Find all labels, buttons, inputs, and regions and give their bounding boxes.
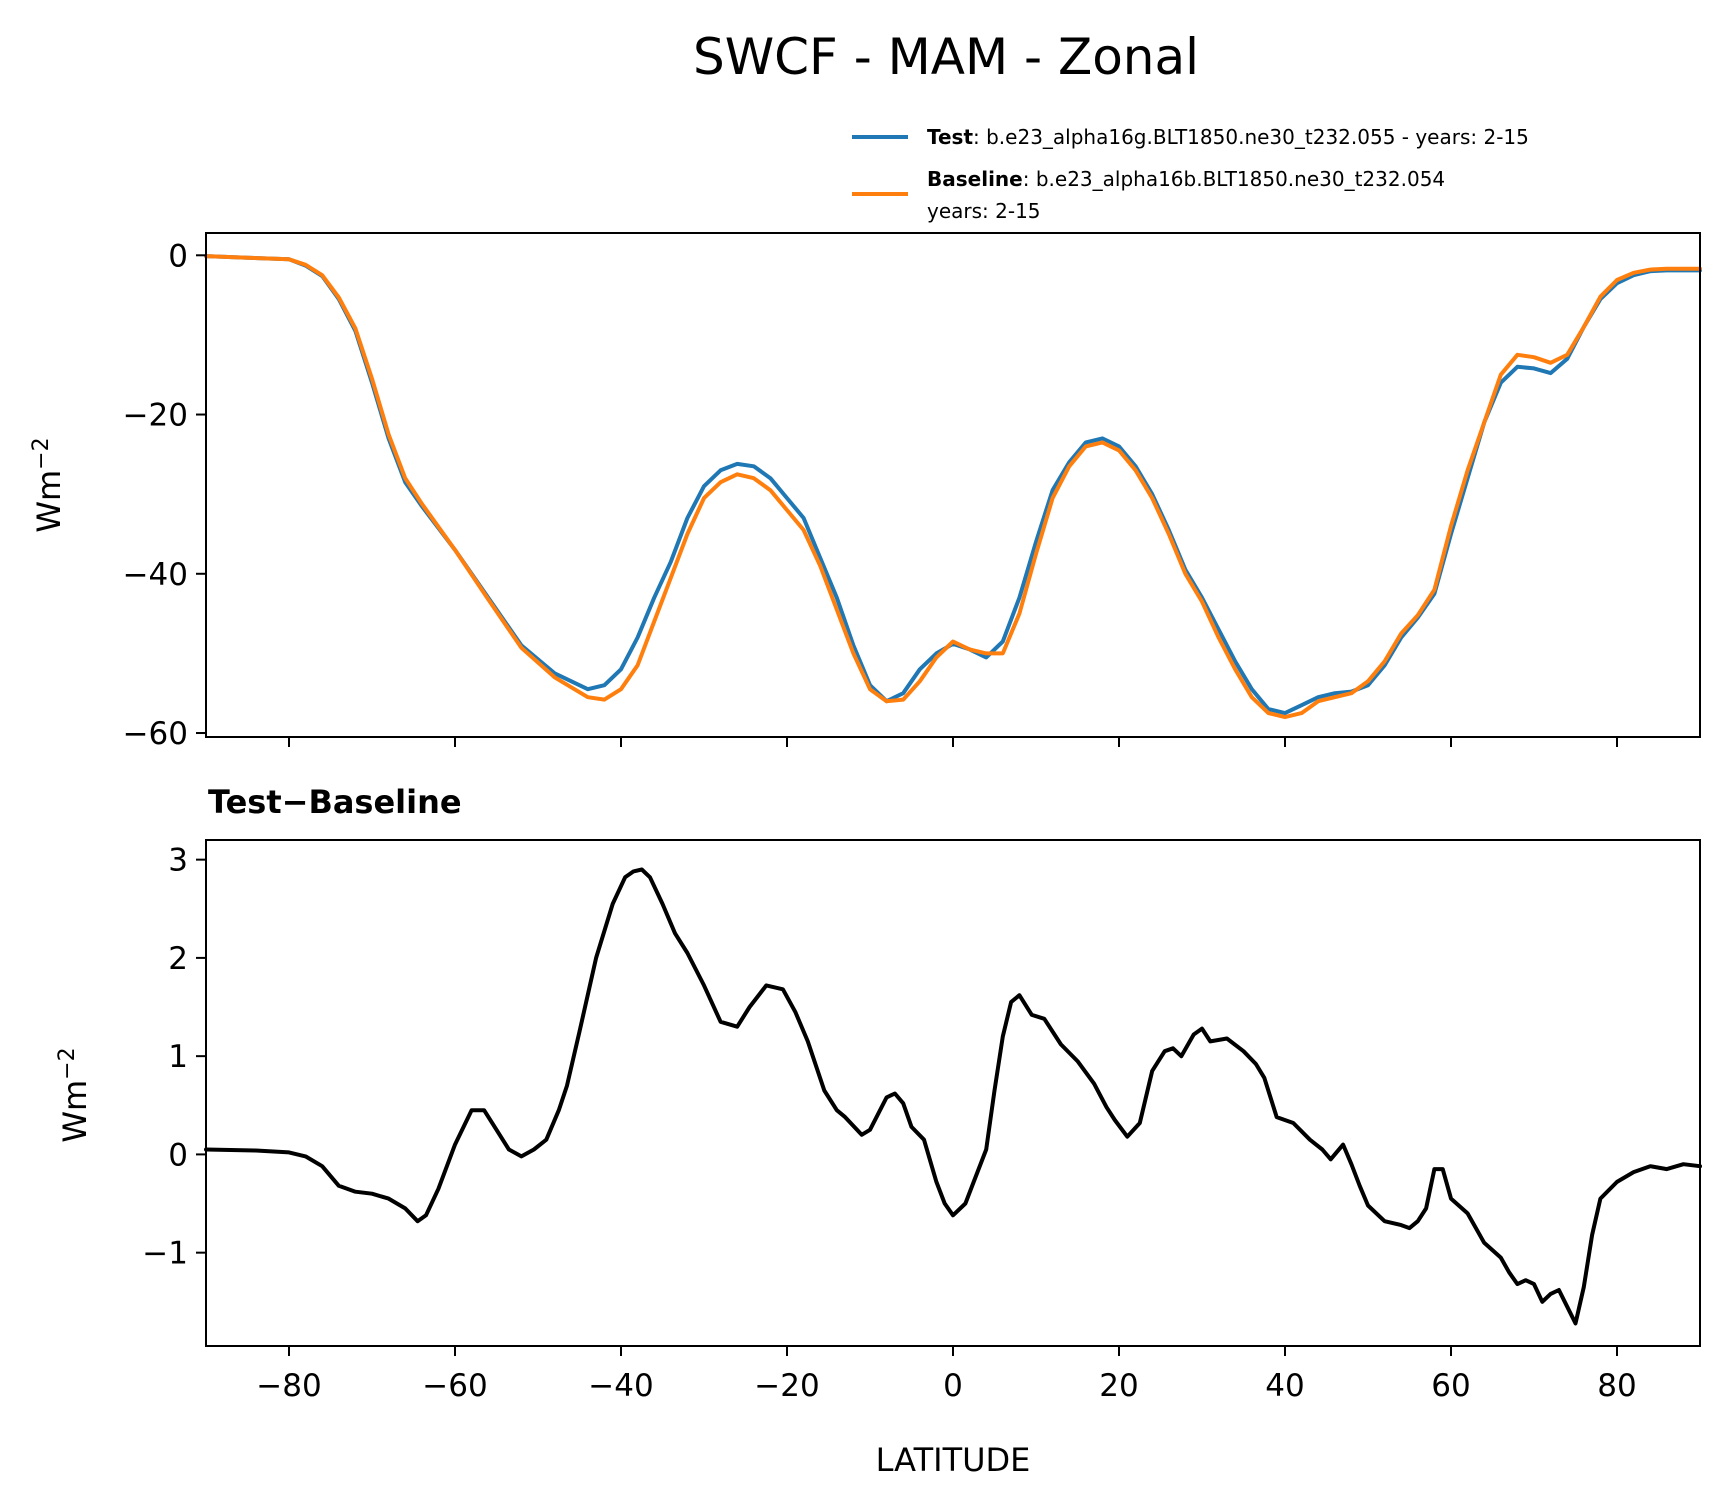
legend-baseline-label: Baseline: b.e23_alpha16b.BLT1850.ne30_t2… [927,167,1445,191]
legend: Test: b.e23_alpha16g.BLT1850.ne30_t232.0… [852,125,1529,223]
x-tick-label: 20 [1099,1368,1138,1404]
top-y-tick-label: −60 [123,716,188,752]
bottom-series-line-test-baseline [204,867,1702,1326]
x-tick-label: 40 [1265,1368,1304,1404]
top-y-tick-label: −40 [123,557,188,593]
bottom-y-axis-label: Wm−2 [55,1047,94,1142]
legend-test-text: : b.e23_alpha16g.BLT1850.ne30_t232.055 -… [973,125,1529,149]
top-y-ticks: 0 −20 −40 −60 [123,238,206,752]
bottom-y-tick-label: −1 [142,1236,188,1272]
figure-title: SWCF - MAM - Zonal [693,28,1199,86]
top-series-layer [204,254,1702,720]
bottom-panel: Test−Baseline 3 2 1 0 −1 −80 −60 −40 −20 0 20 40 60… [55,783,1702,1479]
x-tick-label: 0 [943,1368,963,1404]
x-tick-label: −40 [588,1368,653,1404]
top-panel: 0−20−40−60 Wm−2 [29,232,1702,752]
x-tick-label: −60 [422,1368,487,1404]
x-tick-label: 60 [1431,1368,1470,1404]
bottom-y-tick-label: 0 [168,1137,188,1173]
bottom-series-layer [204,867,1702,1326]
bottom-y-tick-label: 1 [168,1039,188,1075]
x-tick-label: −20 [754,1368,819,1404]
top-y-tick-label: −20 [123,398,188,434]
legend-test-name: Test [927,125,973,149]
top-x-ticks [288,737,1618,747]
legend-baseline-text: : b.e23_alpha16b.BLT1850.ne30_t232.054 [1023,167,1445,191]
bottom-y-ticks: 3 2 1 0 −1 [142,843,206,1272]
bottom-x-ticks: −80 −60 −40 −20 0 20 40 60 80 [256,1346,1637,1404]
bottom-panel-title: Test−Baseline [208,783,462,821]
x-tick-label: 80 [1597,1368,1636,1404]
x-axis-label: LATITUDE [876,1441,1031,1479]
legend-baseline-years: years: 2-15 [927,199,1041,223]
top-y-tick-label: 0 [168,238,188,274]
bottom-y-tick-label: 3 [168,843,188,879]
x-tick-label: −80 [256,1368,321,1404]
legend-baseline-name: Baseline [927,167,1023,191]
bottom-y-tick-label: 2 [168,941,188,977]
legend-test-label: Test: b.e23_alpha16g.BLT1850.ne30_t232.0… [927,125,1529,149]
top-series-line-baseline [204,254,1702,720]
